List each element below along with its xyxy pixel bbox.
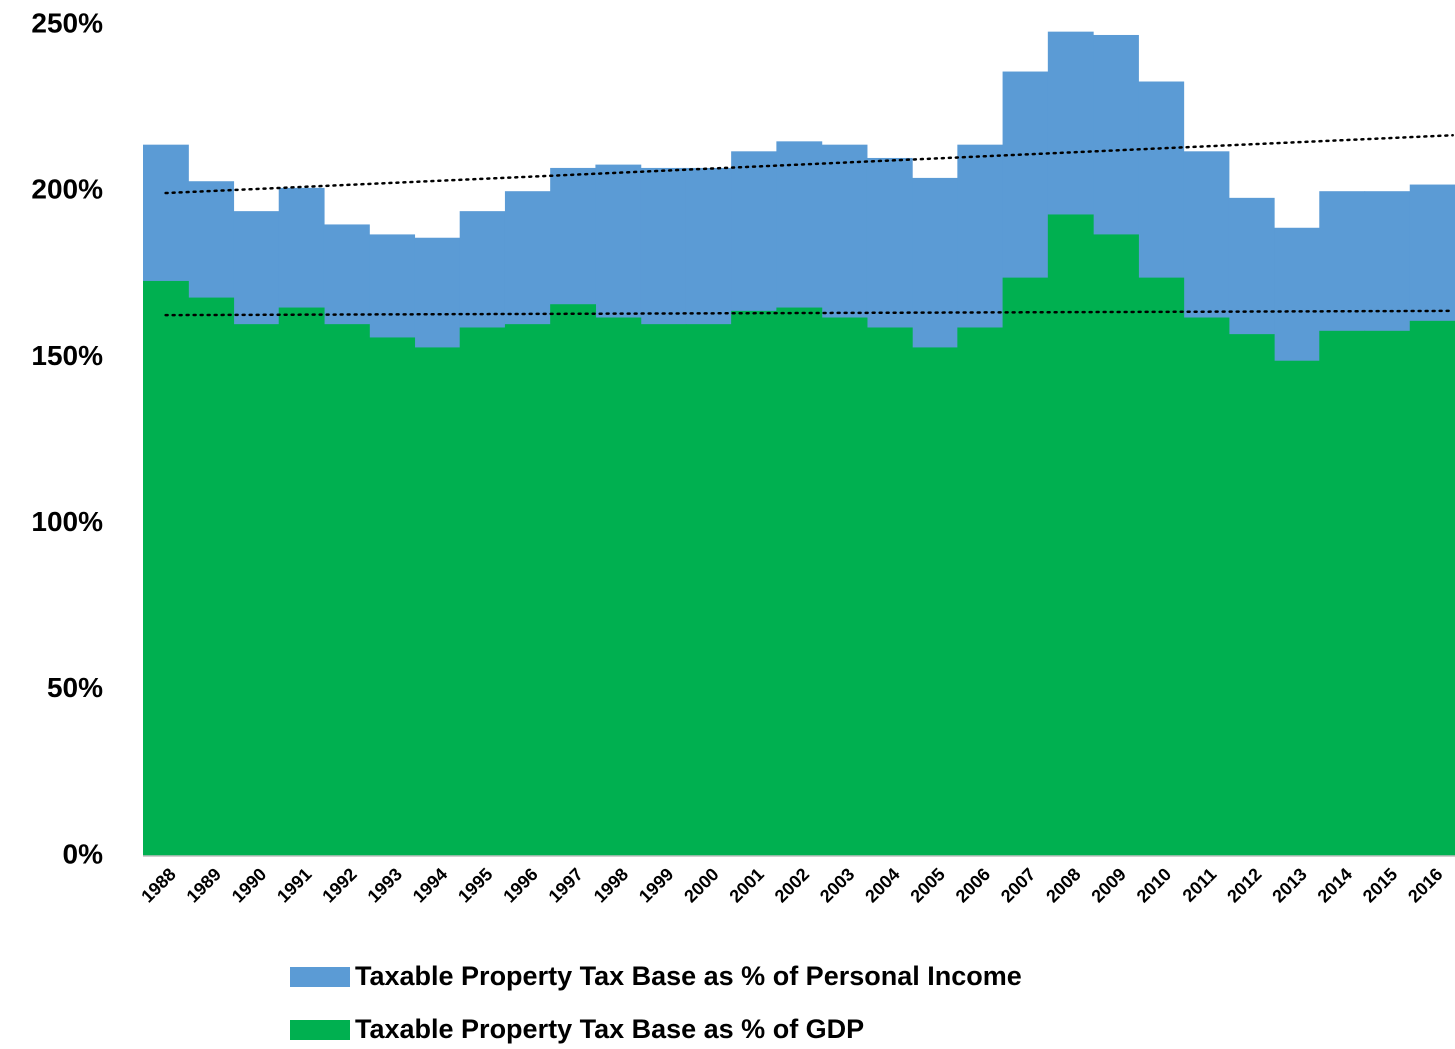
area-step (640, 324, 687, 856)
x-tick-label: 2002 (771, 864, 813, 906)
x-tick-label: 2003 (816, 864, 858, 906)
x-tick-label: 2008 (1042, 864, 1084, 906)
x-tick-label: 1988 (137, 864, 179, 906)
x-tick-label: 1996 (499, 864, 541, 906)
x-tick-label: 1999 (635, 864, 677, 906)
y-tick-label: 50% (47, 672, 103, 703)
legend-swatch (290, 1020, 350, 1040)
x-tick-label: 2007 (997, 864, 1039, 906)
area-step (323, 324, 370, 856)
x-tick-label: 2006 (952, 864, 994, 906)
trendline (164, 133, 1454, 195)
x-tick-label: 2004 (861, 864, 903, 906)
area-step (188, 297, 235, 856)
x-tick-label: 2011 (1179, 864, 1221, 906)
area-step (233, 324, 280, 856)
area-step (414, 347, 461, 856)
area-step (1002, 277, 1049, 856)
x-tick-label: 2016 (1404, 864, 1446, 906)
x-tick-label: 1989 (183, 864, 225, 906)
x-tick-label: 1995 (454, 864, 496, 906)
x-tick-label: 2012 (1223, 864, 1265, 906)
area-step (685, 324, 732, 856)
area-step (1183, 317, 1230, 857)
area-step (821, 317, 868, 857)
area-step (776, 307, 823, 856)
area-step (1409, 320, 1455, 856)
x-tick-label: 1993 (364, 864, 406, 906)
x-tick-label: 1990 (228, 864, 270, 906)
x-tick-label: 2014 (1314, 864, 1356, 906)
area-step (1274, 360, 1320, 856)
legend-label: Taxable Property Tax Base as % of GDP (355, 1014, 864, 1044)
x-tick-label: 2010 (1133, 864, 1175, 906)
x-tick-label: 2009 (1087, 864, 1129, 906)
y-tick-label: 100% (31, 506, 103, 537)
x-tick-label: 2015 (1359, 864, 1401, 906)
x-tick-label: 1998 (590, 864, 632, 906)
area-step (550, 304, 597, 856)
area-step (1093, 234, 1139, 857)
legend-swatch (290, 967, 350, 987)
x-tick-label: 1992 (318, 864, 360, 906)
x-tick-label: 2000 (680, 864, 722, 906)
area-step (1138, 277, 1185, 856)
area-step (1319, 330, 1366, 857)
area-step (1228, 334, 1275, 857)
x-tick-label: 2013 (1268, 864, 1310, 906)
area-step (369, 337, 416, 856)
area-step (866, 327, 913, 856)
area-step (1364, 330, 1411, 857)
x-tick-label: 2005 (906, 864, 948, 906)
y-tick-label: 150% (31, 340, 103, 371)
x-tick-label: 1994 (409, 864, 451, 906)
area-step (1047, 214, 1094, 856)
legend-label: Taxable Property Tax Base as % of Person… (355, 961, 1022, 991)
x-tick-label: 1991 (273, 864, 315, 906)
y-tick-label: 0% (63, 838, 104, 869)
area-step (278, 307, 325, 856)
area-step (595, 317, 642, 857)
y-tick-label: 250% (31, 7, 103, 38)
area-step (459, 327, 506, 856)
area-step (957, 327, 1004, 856)
area-step (504, 324, 551, 856)
area-step (912, 347, 958, 856)
y-tick-label: 200% (31, 174, 103, 205)
x-tick-label: 2001 (725, 864, 767, 906)
x-tick-label: 1997 (545, 864, 587, 906)
area-step (143, 280, 189, 856)
trendline (164, 309, 1454, 317)
area-step (731, 310, 777, 856)
